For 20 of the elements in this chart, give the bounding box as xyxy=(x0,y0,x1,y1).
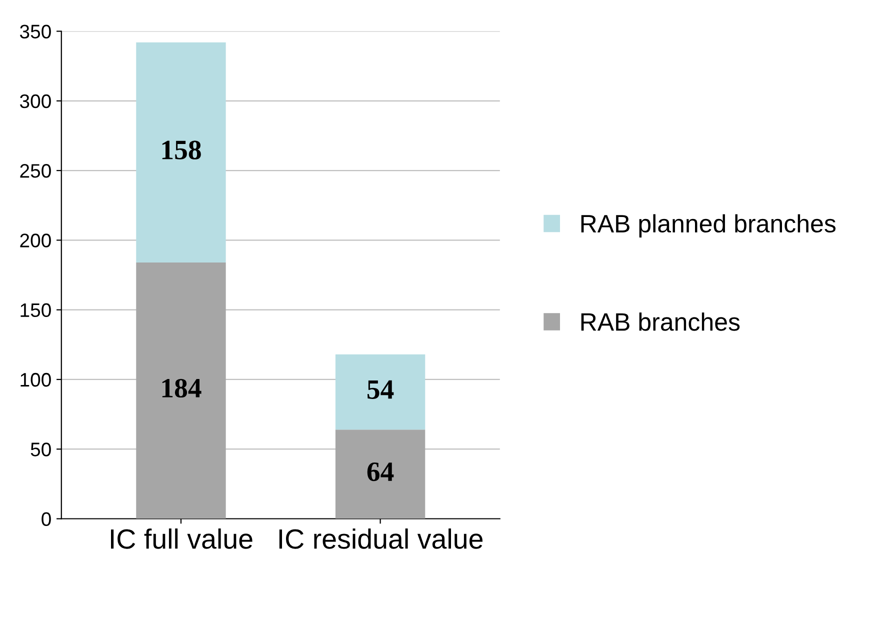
bar xyxy=(335,430,426,519)
y-tick-label: 50 xyxy=(30,442,51,456)
data-label: 184 xyxy=(162,378,202,398)
y-tick-label: 300 xyxy=(20,94,51,108)
bar xyxy=(136,42,226,262)
legend-label: RAB branches xyxy=(581,312,740,331)
data-label: 64 xyxy=(367,462,394,482)
y-tick-label: 200 xyxy=(20,234,51,248)
data-label: 158 xyxy=(162,140,201,160)
x-tick-label: IC residual value xyxy=(279,528,483,549)
y-tick-label: 100 xyxy=(20,372,51,387)
y-tick-label: 250 xyxy=(20,164,51,178)
y-tick-label: 350 xyxy=(20,24,51,38)
x-tick-label: IC full value xyxy=(110,528,252,549)
legend-label: RAB planned branches xyxy=(581,214,836,238)
bar xyxy=(335,354,426,430)
data-label: 54 xyxy=(368,380,394,399)
bar xyxy=(136,262,226,519)
y-tick-label: 150 xyxy=(20,303,51,318)
y-tick-label: 0 xyxy=(42,512,51,526)
